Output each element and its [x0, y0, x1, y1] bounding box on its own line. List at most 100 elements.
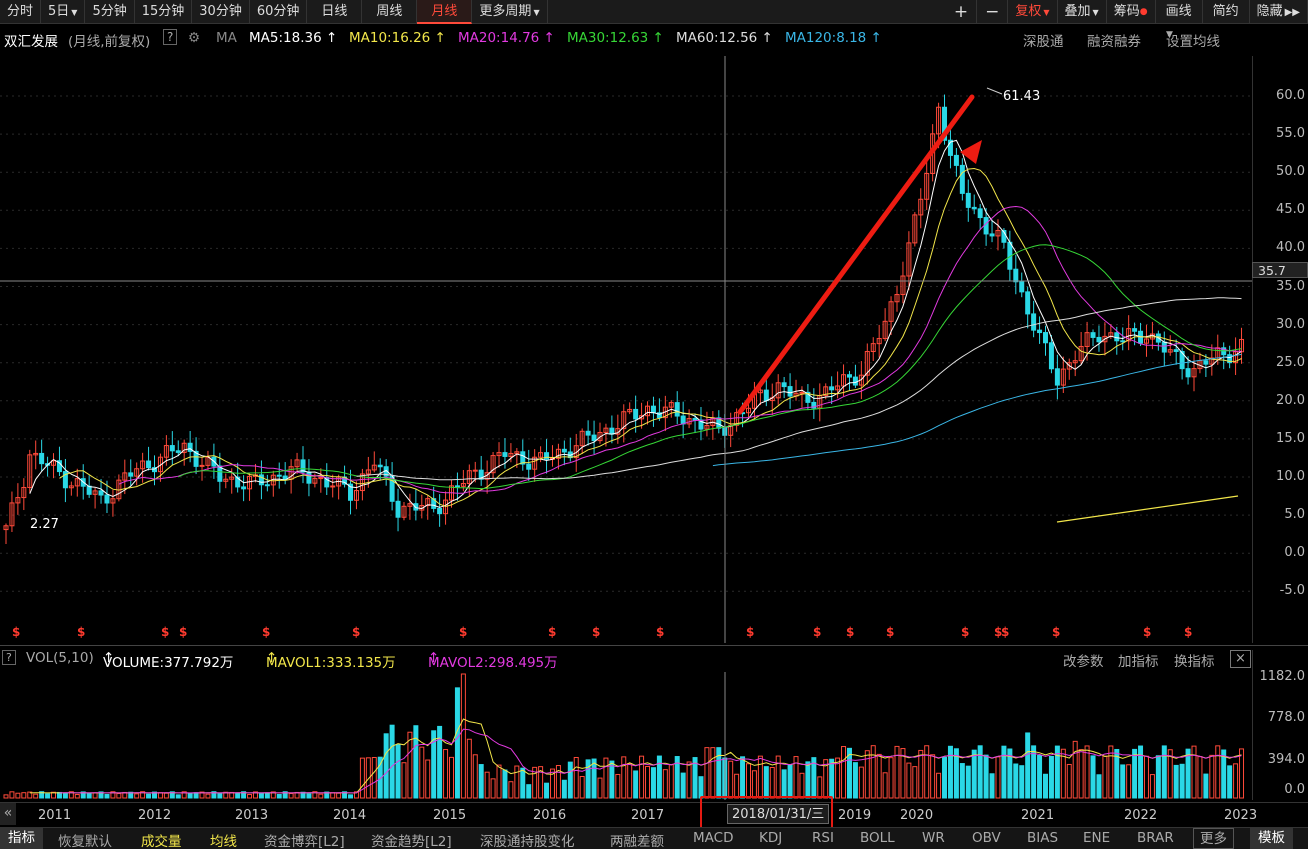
stock-name: 双汇发展	[4, 34, 58, 50]
volume-bar	[68, 791, 74, 799]
candle-body	[110, 498, 116, 504]
tab-bias[interactable]: BIAS	[1027, 830, 1059, 846]
candle-body	[924, 172, 930, 200]
volume-bar	[1031, 745, 1037, 799]
tab-monthly[interactable]: 月线	[417, 0, 473, 24]
volume-value: VOLUME:377.792万 ↑	[103, 650, 234, 671]
tab-daily[interactable]: 日线	[307, 0, 363, 24]
candle-body	[894, 294, 900, 303]
tab-reset[interactable]: 恢复默认	[58, 834, 112, 849]
tab-wr[interactable]: WR	[922, 830, 945, 846]
volume-bar	[870, 745, 876, 799]
tab-ma[interactable]: 均线	[210, 834, 237, 849]
help-button[interactable]: ?	[163, 29, 178, 45]
candle-body	[27, 454, 33, 488]
ma30-line	[178, 244, 1242, 490]
volume-bar	[1143, 755, 1149, 799]
volume-bar	[645, 765, 651, 799]
scroll-left-button[interactable]: «	[0, 803, 16, 825]
chips-button[interactable]: 筹码●	[1107, 0, 1156, 24]
candle-body	[229, 476, 235, 480]
candlestick-chart[interactable]: 61.43 2.27	[0, 56, 1252, 643]
volume-bar	[45, 793, 51, 799]
volume-bar	[336, 792, 342, 799]
tab-30min[interactable]: 30分钟	[192, 0, 250, 24]
candle-body	[888, 301, 894, 322]
candle-body	[490, 455, 496, 474]
close-icon[interactable]: ×	[1230, 650, 1251, 668]
zoom-in-button[interactable]: +	[946, 0, 978, 24]
gear-icon[interactable]: ⚙	[188, 30, 201, 46]
overlay-button[interactable]: 叠加 ▼	[1058, 0, 1107, 24]
tab-more[interactable]: 更多	[1193, 828, 1234, 849]
tab-volume[interactable]: 成交量	[141, 834, 182, 849]
tab-5min[interactable]: 5分钟	[85, 0, 135, 24]
tab-weekly[interactable]: 周线	[362, 0, 418, 24]
rzrq-link[interactable]: 融资融券	[1087, 34, 1141, 50]
signal-marker: $	[1052, 625, 1061, 639]
volume-chart[interactable]	[0, 672, 1252, 800]
year-label: 2015	[433, 808, 467, 823]
candle-body	[936, 106, 942, 135]
tab-more-periods[interactable]: 更多周期 ▼	[472, 0, 548, 24]
volume-bar	[157, 792, 163, 799]
ma60-line	[356, 297, 1242, 481]
sgt-link[interactable]: 深股通	[1023, 34, 1064, 50]
volume-bar	[918, 749, 924, 799]
candle-body	[199, 464, 205, 467]
signal-marker: $	[77, 625, 86, 639]
tab-kdj[interactable]: KDJ	[759, 830, 783, 846]
zoom-out-button[interactable]: −	[977, 0, 1009, 24]
volume-bar	[965, 765, 971, 799]
tab-indicator[interactable]: 指标	[0, 828, 43, 849]
tab-zjby[interactable]: 资金博弈[L2]	[264, 834, 345, 849]
candle-body	[235, 476, 241, 488]
tab-ene[interactable]: ENE	[1083, 830, 1111, 846]
time-axis[interactable]: « 2011 2012 2013 2014 2015 2016 2017 2019 2020 20…	[0, 802, 1308, 826]
volume-bar	[1066, 763, 1072, 799]
tab-obv[interactable]: OBV	[972, 830, 1001, 846]
mavol1-value: MAVOL1:333.135万 ↑	[266, 650, 396, 671]
simple-button[interactable]: 简约	[1203, 0, 1250, 24]
chevron-down-icon: ▼	[71, 8, 78, 17]
template-button[interactable]: 模板	[1250, 828, 1293, 849]
tab-sgtcg[interactable]: 深股通持股变化	[480, 834, 575, 849]
draw-button[interactable]: 画线	[1156, 0, 1203, 24]
fuquan-button[interactable]: 复权 ▼	[1008, 0, 1058, 24]
tab-lrce[interactable]: 两融差额	[610, 834, 664, 849]
signal-marker: $	[179, 625, 188, 639]
tab-60min[interactable]: 60分钟	[250, 0, 308, 24]
tab-zjqs[interactable]: 资金趋势[L2]	[371, 834, 452, 849]
change-params-link[interactable]: 改参数	[1063, 654, 1104, 670]
add-indicator-link[interactable]: 加指标	[1118, 654, 1159, 670]
volume-bar	[437, 725, 443, 799]
volume-bar	[710, 747, 716, 799]
volume-bar	[656, 755, 662, 799]
tab-boll[interactable]: BOLL	[860, 830, 895, 846]
tab-fenshi[interactable]: 分时	[0, 0, 42, 24]
candle-body	[181, 442, 187, 453]
tab-brar[interactable]: BRAR	[1137, 830, 1174, 846]
volume-bar	[252, 791, 258, 799]
volume-bar	[324, 791, 330, 799]
volume-bar	[1161, 745, 1167, 799]
low-price-label: 2.27	[30, 517, 59, 532]
signal-marker: $	[592, 625, 601, 639]
tab-rsi[interactable]: RSI	[812, 830, 834, 846]
tab-macd[interactable]: MACD	[693, 830, 734, 846]
volume-bar	[472, 754, 478, 799]
candle-body	[668, 402, 674, 408]
vol-help-button[interactable]: ?	[2, 650, 16, 665]
candle-body	[841, 374, 847, 387]
candle-body	[1013, 268, 1019, 283]
tab-5day[interactable]: 5日 ▼	[41, 0, 86, 24]
volume-bar	[270, 791, 276, 799]
signal-marker: $	[656, 625, 665, 639]
volume-bar	[187, 792, 193, 799]
candle-body	[169, 445, 175, 452]
tab-15min[interactable]: 15分钟	[135, 0, 193, 24]
swap-indicator-link[interactable]: 换指标	[1174, 654, 1215, 670]
volume-bar	[835, 757, 841, 799]
hide-button[interactable]: 隐藏 ▶▶	[1250, 0, 1308, 24]
volume-bar	[152, 791, 157, 799]
